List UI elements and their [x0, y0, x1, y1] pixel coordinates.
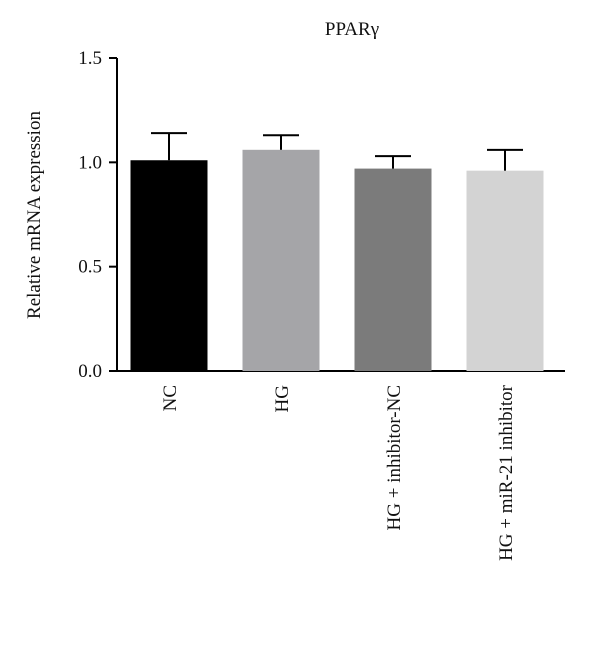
bar: [242, 149, 320, 371]
y-tick-label: 0.5: [78, 257, 102, 278]
y-tick-label: 1.0: [78, 152, 102, 173]
x-tick-label: HG: [272, 385, 293, 413]
y-ticks: 0.0 0.5 1.0 1.5: [78, 48, 117, 382]
bar: [354, 168, 432, 371]
bar: [130, 160, 208, 371]
x-tick-labels: NC HG HG + inhibitor-NC HG + miR-21 inhibit…: [160, 384, 517, 561]
y-tick-label: 0.0: [78, 361, 102, 382]
bars: [130, 149, 544, 371]
y-axis-label: Relative mRNA expression: [24, 111, 45, 319]
x-tick-label: NC: [160, 385, 181, 411]
x-tick-label: HG + inhibitor-NC: [384, 385, 405, 530]
x-tick-label: HG + miR-21 inhibitor: [496, 384, 517, 561]
bar: [466, 170, 544, 371]
chart-title: PPARγ: [325, 19, 379, 40]
y-tick-label: 1.5: [78, 48, 102, 69]
error-bars: [151, 132, 523, 171]
